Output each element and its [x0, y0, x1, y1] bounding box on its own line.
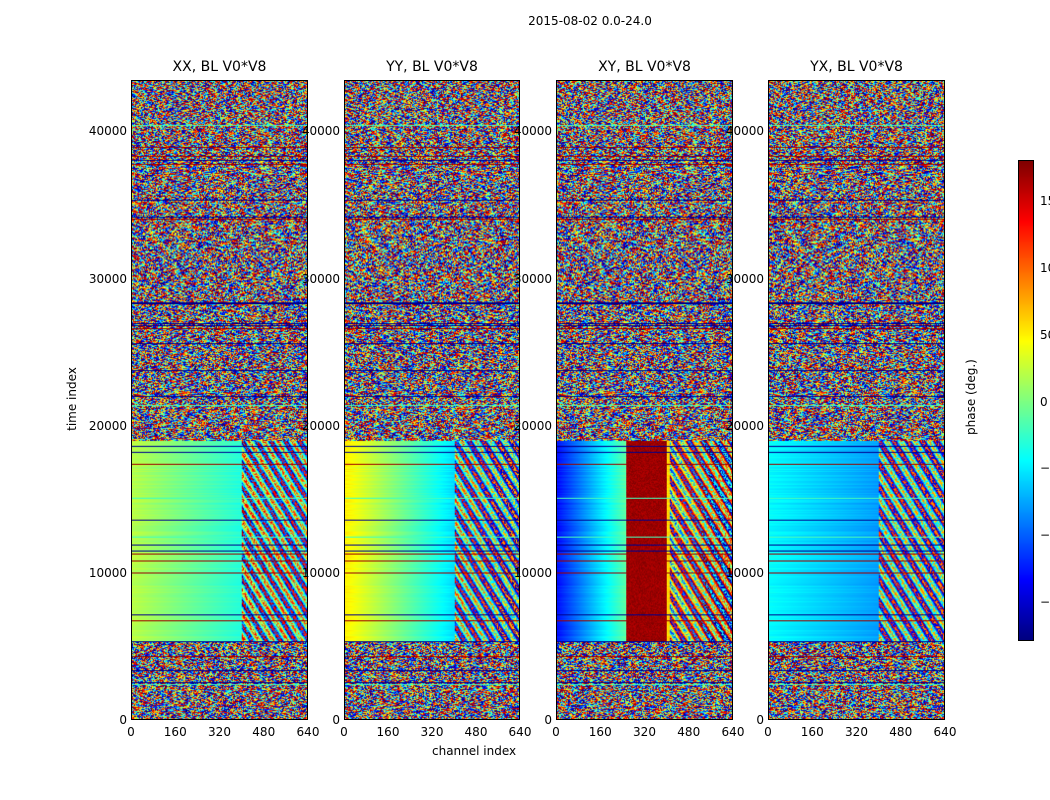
y-tick-label: 30000: [301, 271, 340, 286]
y-tick-label: 0: [544, 713, 552, 727]
figure-title: 2015-08-02 0.0-24.0: [528, 14, 652, 28]
y-axis-label: time index: [65, 367, 79, 431]
x-tick-label: 0: [764, 725, 772, 739]
y-tick-label: 0: [332, 713, 340, 727]
x-tick-label: 320: [633, 725, 656, 739]
x-tick-label: 0: [340, 725, 348, 739]
panel-title-yx: YX, BL V0*V8: [810, 59, 903, 75]
heatmap-panel-yy: [344, 80, 520, 720]
y-tick-label: 10000: [88, 565, 127, 580]
panel-title-xx: XX, BL V0*V8: [172, 59, 267, 75]
panel-title-yy: YY, BL V0*V8: [386, 59, 478, 75]
x-tick-label: 640: [508, 725, 532, 739]
x-tick-label: 320: [208, 725, 231, 739]
y-tick-label: 30000: [725, 271, 764, 286]
x-axis-label: channel index: [432, 744, 517, 758]
x-tick-label: 640: [933, 725, 957, 739]
heatmap-panel-xx: [131, 80, 308, 720]
y-tick-label: 10000: [301, 565, 340, 580]
y-tick-label: 10000: [725, 565, 764, 580]
y-tick-label: 40000: [725, 124, 764, 139]
x-tick-label: 480: [252, 725, 276, 739]
x-tick-label: 160: [800, 725, 824, 739]
y-tick-label: 40000: [88, 124, 127, 139]
y-tick-label: 30000: [88, 271, 127, 286]
colorbar-tick-label: 100: [1040, 260, 1050, 275]
y-tick-label: 40000: [301, 124, 340, 139]
x-tick-label: 640: [296, 725, 320, 739]
x-tick-label: 640: [721, 725, 745, 739]
x-tick-label: 480: [889, 725, 913, 739]
x-tick-label: 160: [163, 725, 187, 739]
y-tick-label: 20000: [725, 418, 764, 433]
y-tick-label: 0: [119, 713, 127, 727]
colorbar: [1018, 160, 1034, 641]
y-tick-label: 20000: [513, 418, 552, 433]
x-tick-label: 0: [552, 725, 560, 739]
colorbar-tick-label: 50: [1040, 327, 1050, 342]
x-tick-label: 480: [464, 725, 488, 739]
colorbar-tick-label: 0: [1040, 394, 1048, 409]
y-tick-label: 20000: [88, 418, 127, 433]
heatmap-panel-yx: [768, 80, 945, 720]
y-tick-label: 20000: [301, 418, 340, 433]
y-tick-label: 0: [756, 713, 764, 727]
x-tick-label: 0: [127, 725, 135, 739]
colorbar-tick-label: 150: [1040, 194, 1050, 209]
y-tick-label: 40000: [513, 124, 552, 139]
panel-title-xy: XY, BL V0*V8: [598, 59, 691, 75]
colorbar-tick-label: −150: [1040, 594, 1050, 609]
x-tick-label: 320: [420, 725, 444, 739]
x-tick-label: 480: [677, 725, 701, 739]
y-tick-label: 30000: [513, 271, 552, 286]
x-tick-label: 320: [845, 725, 868, 739]
heatmap-panel-xy: [556, 80, 733, 720]
colorbar-tick-label: −100: [1040, 528, 1050, 543]
colorbar-label: phase (deg.): [964, 359, 978, 435]
y-tick-label: 10000: [513, 565, 552, 580]
x-tick-label: 160: [588, 725, 612, 739]
colorbar-tick-label: −50: [1040, 461, 1050, 476]
x-tick-label: 160: [376, 725, 400, 739]
